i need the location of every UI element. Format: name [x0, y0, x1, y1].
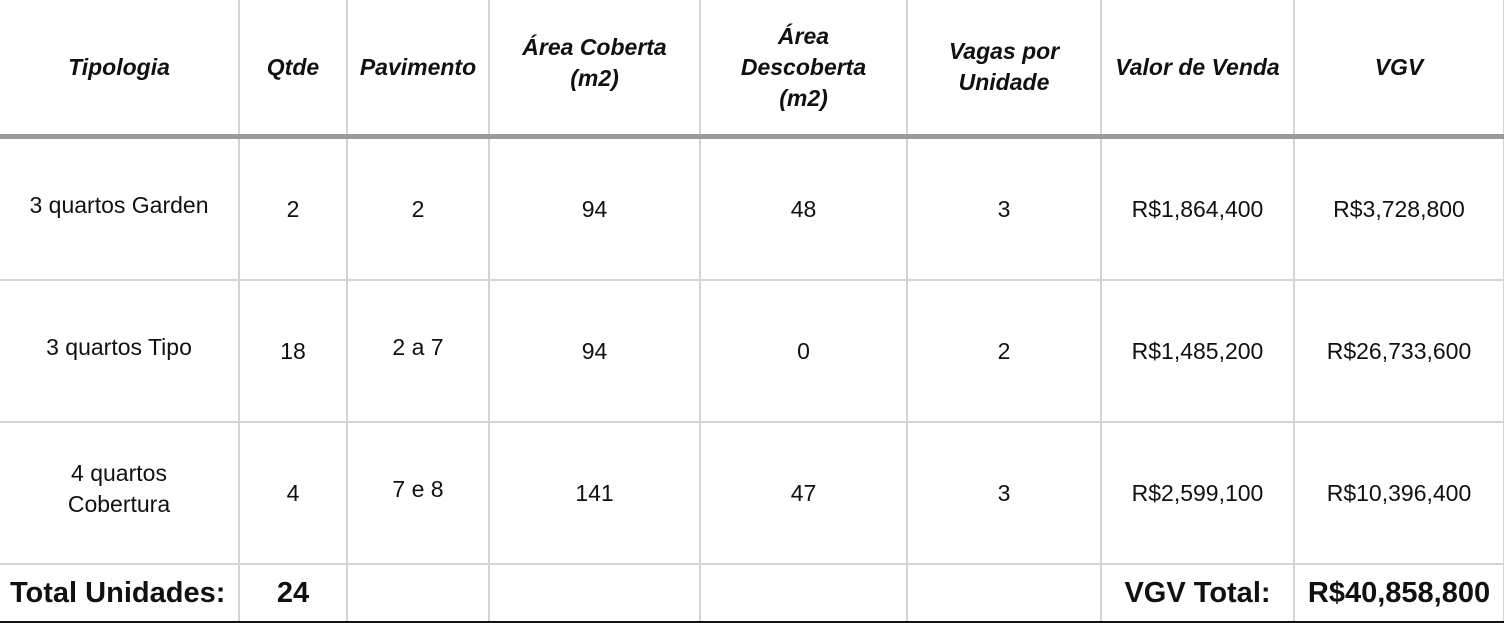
- header-area-coberta-label: Área Coberta (m2): [522, 34, 667, 91]
- totals-row: Total Unidades: 24 VGV Total: R$40,858,8…: [0, 564, 1504, 623]
- cell-area-descoberta: 47: [699, 422, 908, 565]
- cell-area-coberta: 94: [488, 136, 701, 281]
- empty-cell: [906, 564, 1102, 623]
- header-pavimento: Pavimento: [346, 0, 490, 139]
- cell-pavimento: 2 a 7: [346, 280, 490, 423]
- cell-valor-venda: R$2,599,100: [1100, 422, 1295, 565]
- total-vgv-label: VGV Total:: [1100, 564, 1295, 623]
- cell-tipologia: 4 quartos Cobertura: [0, 422, 240, 565]
- cell-valor-venda: R$1,864,400: [1100, 136, 1295, 281]
- cell-pavimento-text: 2 a 7: [392, 333, 444, 360]
- header-qtde: Qtde: [238, 0, 348, 139]
- table-row: 4 quartos Cobertura 4 7 e 8 141 47 3 R$2…: [0, 422, 1504, 565]
- table-row: 3 quartos Garden 2 2 94 48 3 R$1,864,400…: [0, 136, 1504, 281]
- cell-vagas: 2: [906, 280, 1102, 423]
- header-valor-venda: Valor de Venda: [1100, 0, 1295, 139]
- empty-cell: [699, 564, 908, 623]
- cell-area-coberta: 94: [488, 280, 701, 423]
- cell-pavimento: 7 e 8: [346, 422, 490, 565]
- cell-qtde: 4: [238, 422, 348, 565]
- header-vgv: VGV: [1293, 0, 1504, 139]
- header-area-descoberta: Área Descoberta (m2): [699, 0, 908, 139]
- cell-tipologia-text: 4 quartos Cobertura: [67, 460, 171, 517]
- cell-vgv: R$10,396,400: [1293, 422, 1504, 565]
- table-row: 3 quartos Tipo 18 2 a 7 94 0 2 R$1,485,2…: [0, 280, 1504, 423]
- cell-area-descoberta: 48: [699, 136, 908, 281]
- cell-vagas: 3: [906, 422, 1102, 565]
- cell-valor-venda: R$1,485,200: [1100, 280, 1295, 423]
- cell-tipologia-text: 3 quartos Tipo: [46, 333, 192, 360]
- cell-area-coberta: 141: [488, 422, 701, 565]
- total-units-value: 24: [238, 564, 348, 623]
- cell-tipologia-text: 3 quartos Garden: [29, 191, 209, 218]
- cell-area-descoberta: 0: [699, 280, 908, 423]
- empty-cell: [346, 564, 490, 623]
- cell-vagas: 3: [906, 136, 1102, 281]
- header-area-coberta: Área Coberta (m2): [488, 0, 701, 139]
- cell-tipologia: 3 quartos Tipo: [0, 280, 240, 423]
- header-tipologia: Tipologia: [0, 0, 240, 139]
- cell-pavimento-text: 7 e 8: [392, 475, 444, 502]
- total-vgv-value: R$40,858,800: [1293, 564, 1504, 623]
- header-row: Tipologia Qtde Pavimento Área Coberta (m…: [0, 0, 1504, 139]
- cell-qtde: 18: [238, 280, 348, 423]
- total-units-label: Total Unidades:: [0, 564, 240, 623]
- cell-vgv: R$26,733,600: [1293, 280, 1504, 423]
- empty-cell: [488, 564, 701, 623]
- cell-vgv: R$3,728,800: [1293, 136, 1504, 281]
- cell-tipologia: 3 quartos Garden: [0, 136, 240, 281]
- header-vagas: Vagas por Unidade: [906, 0, 1102, 139]
- cell-pavimento: 2: [346, 136, 490, 281]
- header-vagas-label: Vagas por Unidade: [948, 38, 1060, 95]
- cell-qtde: 2: [238, 136, 348, 281]
- header-area-descoberta-label: Área Descoberta (m2): [740, 22, 867, 111]
